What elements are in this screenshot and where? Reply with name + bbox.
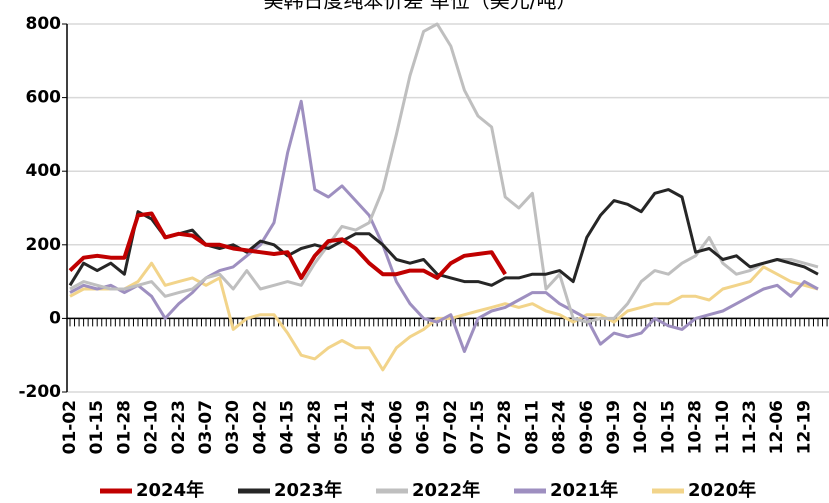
y-tick-label: -200 [18, 382, 61, 402]
x-tick-label: 03-20 [223, 400, 243, 455]
x-tick-label: 08-11 [522, 400, 542, 454]
series-line [69, 99, 819, 353]
legend-label: 2024年 [136, 479, 204, 501]
x-tick-label: 03-07 [196, 400, 216, 454]
y-tick-label: 200 [26, 235, 62, 255]
x-tick-label: 06-06 [386, 400, 406, 454]
x-tick-label: 09-19 [604, 400, 624, 454]
x-tick-label: 01-15 [87, 400, 107, 454]
x-tick-label: 10-28 [686, 400, 706, 454]
chart-title: 美韩日度纯苯价差 单位（美元/吨） [263, 0, 576, 13]
x-tick-label: 04-02 [250, 400, 270, 454]
x-tick-label: 01-28 [114, 400, 134, 454]
y-tick-label: 400 [26, 161, 62, 181]
x-tick-label: 05-24 [359, 400, 379, 455]
series-line [68, 188, 819, 287]
x-tick-label: 06-19 [414, 400, 434, 454]
x-tick-label: 07-28 [495, 400, 515, 454]
y-tick-label: 0 [49, 308, 61, 328]
x-tick-label: 04-28 [305, 400, 325, 454]
series-line [68, 211, 507, 280]
x-tick-label: 09-06 [577, 400, 597, 454]
x-tick-label: 07-15 [468, 400, 488, 454]
y-tick-label: 800 [26, 14, 62, 34]
x-tick-label: 12-06 [767, 400, 787, 454]
x-tick-label: 04-15 [278, 400, 298, 454]
x-tick-label: 07-02 [441, 400, 461, 454]
x-tick-label: 01-02 [60, 400, 80, 454]
x-tick-label: 10-02 [631, 400, 651, 454]
x-tick-label: 10-15 [658, 400, 678, 454]
y-tick-label: 600 [26, 88, 62, 108]
x-tick-label: 11-23 [740, 400, 760, 454]
x-tick-label: 11-10 [713, 400, 733, 455]
series-line [69, 22, 819, 324]
x-tick-label: 12-19 [794, 400, 814, 454]
legend-label: 2022年 [412, 479, 480, 501]
legend-label: 2020年 [688, 479, 756, 501]
x-tick-label: 08-24 [550, 400, 570, 455]
legend-label: 2023年 [274, 479, 342, 501]
legend-label: 2021年 [550, 479, 618, 501]
x-tick-label: 02-10 [142, 400, 162, 455]
x-tick-label: 02-23 [169, 400, 189, 454]
x-tick-label: 05-11 [332, 400, 352, 454]
